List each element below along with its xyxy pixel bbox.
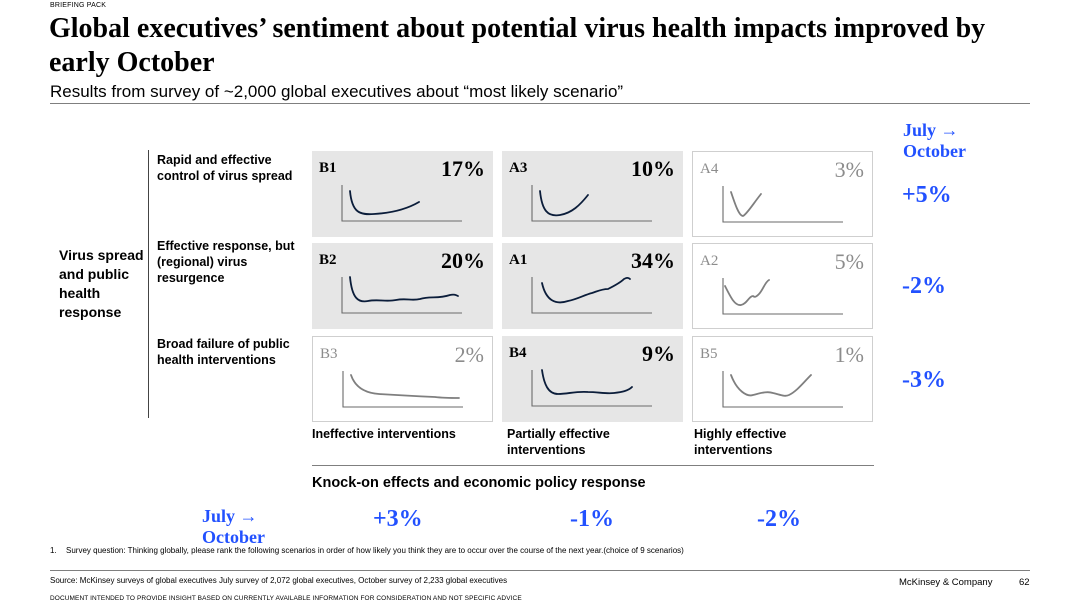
column-change-ineffective: +3% <box>373 506 423 532</box>
column-label-ineffective: Ineffective interventions <box>312 427 456 441</box>
scenario-cell-b4: B4 9% <box>502 336 683 422</box>
scenario-cell-b3: B3 2% <box>312 336 493 422</box>
curve-axes <box>341 277 462 314</box>
briefing-pack-tag: BRIEFING PACK <box>50 2 107 9</box>
scenario-curve-chart-b4 <box>531 369 652 407</box>
scenario-code-a2: A2 <box>700 253 719 269</box>
recovery-curve <box>541 276 631 304</box>
recovery-curve <box>730 374 812 397</box>
title-divider <box>50 103 1030 104</box>
scenario-curve-chart-b3 <box>342 371 463 408</box>
scenario-curve-chart-a3 <box>531 185 652 222</box>
curve-axes <box>722 278 843 315</box>
scenario-curve-chart-b1 <box>341 185 462 222</box>
july-october-header-bottom: July → October <box>202 506 265 547</box>
footer-divider <box>50 570 1030 571</box>
company-name: McKinsey & Company <box>899 577 993 588</box>
x-axis-title: Knock-on effects and economic policy res… <box>312 475 646 491</box>
curve-axes <box>722 186 843 223</box>
recovery-curve <box>541 369 633 395</box>
scenario-cell-a3: A3 10% <box>502 151 683 237</box>
scenario-code-b4: B4 <box>509 345 527 361</box>
source-note: Source: McKinsey surveys of global execu… <box>50 576 508 585</box>
recovery-curve <box>350 374 460 399</box>
scenario-percent-a2: 5% <box>834 249 864 274</box>
scenario-cell-a4: A4 3% <box>692 151 873 237</box>
scenario-code-a4: A4 <box>700 161 719 177</box>
recovery-curve <box>349 190 420 216</box>
recovery-curve <box>730 191 762 217</box>
scenario-curve-chart-a2 <box>722 278 843 315</box>
scenario-code-b2: B2 <box>319 252 337 268</box>
page-number: 62 <box>1019 577 1030 588</box>
column-label-partially-effective: Partially effective interventions <box>507 427 610 457</box>
column-label-highly-effective: Highly effective interventions <box>694 427 787 457</box>
scenario-code-a3: A3 <box>509 160 528 176</box>
scenario-code-b3: B3 <box>320 346 338 362</box>
scenario-percent-b5: 1% <box>834 342 864 367</box>
scenario-cell-b2: B2 20% <box>312 243 493 329</box>
curve-axes <box>531 370 652 407</box>
scenario-curve-chart-a1 <box>531 276 652 314</box>
scenario-cell-b1: B1 17% <box>312 151 493 237</box>
page-subtitle: Results from survey of ~2,000 global exe… <box>50 82 624 101</box>
scenario-curve-chart-a4 <box>722 186 843 223</box>
row-change-broad-failure: -3% <box>902 367 946 393</box>
scenario-code-a1: A1 <box>509 252 528 268</box>
page-title: Global executives’ sentiment about poten… <box>49 13 986 78</box>
scenario-percent-a1: 34% <box>631 248 675 273</box>
y-axis-title: Virus spread and public health response <box>59 247 144 320</box>
column-change-highly-effective: -2% <box>757 506 801 532</box>
curve-axes <box>342 371 463 408</box>
scenario-cell-a1: A1 34% <box>502 243 683 329</box>
footnote-number: 1. <box>50 546 57 555</box>
curve-axes <box>531 185 652 222</box>
curve-axes <box>531 277 652 314</box>
x-axis-divider <box>312 465 874 466</box>
column-change-partially-effective: -1% <box>570 506 614 532</box>
scenario-cell-a2: A2 5% <box>692 243 873 329</box>
scenario-percent-b1: 17% <box>441 156 485 181</box>
scenario-cell-b5: B5 1% <box>692 336 873 422</box>
recovery-curve <box>724 279 770 306</box>
footnote-text: Survey question: Thinking globally, plea… <box>66 546 684 555</box>
recovery-curve <box>539 190 589 217</box>
scenario-code-b1: B1 <box>319 160 337 176</box>
scenario-code-b5: B5 <box>700 346 718 362</box>
row-label-resurgence: Effective response, but (regional) virus… <box>157 239 295 285</box>
scenario-curve-chart-b2 <box>341 276 462 314</box>
july-october-header-right: July → October <box>903 120 966 161</box>
scenario-percent-b3: 2% <box>454 342 484 367</box>
scenario-curve-chart-b5 <box>722 371 843 408</box>
y-axis-divider <box>148 150 149 418</box>
recovery-curve <box>349 276 459 303</box>
scenario-percent-a3: 10% <box>631 156 675 181</box>
curve-axes <box>722 371 843 408</box>
scenario-percent-b4: 9% <box>642 341 675 366</box>
row-label-rapid-control: Rapid and effective control of virus spr… <box>157 153 293 183</box>
disclaimer: DOCUMENT INTENDED TO PROVIDE INSIGHT BAS… <box>50 595 522 602</box>
curve-axes <box>341 185 462 222</box>
row-change-resurgence: -2% <box>902 273 946 299</box>
scenario-percent-b2: 20% <box>441 248 485 273</box>
scenario-percent-a4: 3% <box>834 157 864 182</box>
row-label-broad-failure: Broad failure of public health intervent… <box>157 337 290 367</box>
row-change-rapid-control: +5% <box>902 182 952 208</box>
